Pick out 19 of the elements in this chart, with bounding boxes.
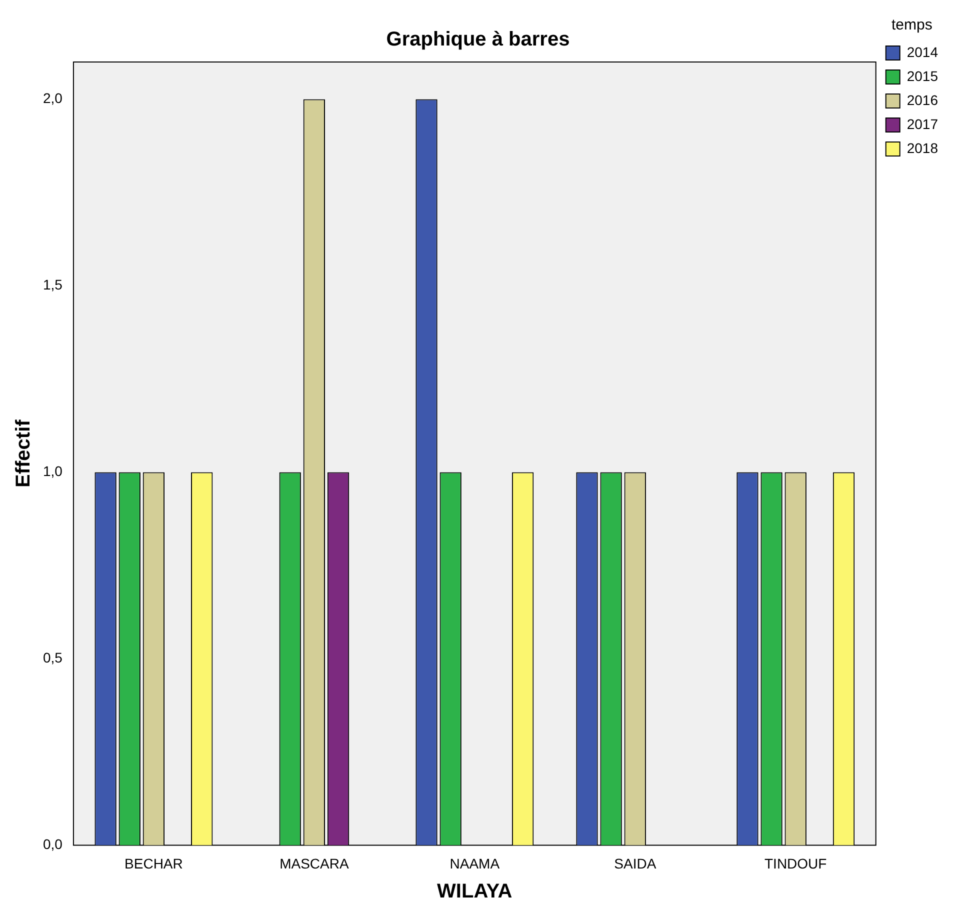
legend-label: 2016: [906, 92, 938, 108]
y-tick-label: 0,0: [42, 836, 63, 852]
x-tick-label: MASCARA: [280, 855, 350, 872]
legend-label: 2014: [906, 44, 938, 60]
y-tick-label: 1,5: [42, 276, 63, 293]
y-tick-label: 2,0: [42, 90, 63, 106]
x-axis-title: WILAYA: [437, 880, 512, 903]
x-tick-label: BECHAR: [124, 855, 183, 872]
legend-label: 2018: [906, 140, 938, 156]
y-axis-title: Effectif: [12, 419, 35, 488]
y-tick-label: 0,5: [42, 650, 63, 666]
x-tick-label: NAAMA: [450, 855, 500, 872]
chart-title: Graphique à barres: [386, 28, 570, 51]
legend-label: 2015: [906, 68, 938, 84]
x-tick-label: SAIDA: [614, 855, 657, 872]
legend-title: temps: [892, 16, 932, 34]
legend-label: 2017: [906, 116, 938, 132]
y-tick-label: 1,0: [42, 463, 63, 480]
x-tick-label: TINDOUF: [764, 855, 827, 872]
